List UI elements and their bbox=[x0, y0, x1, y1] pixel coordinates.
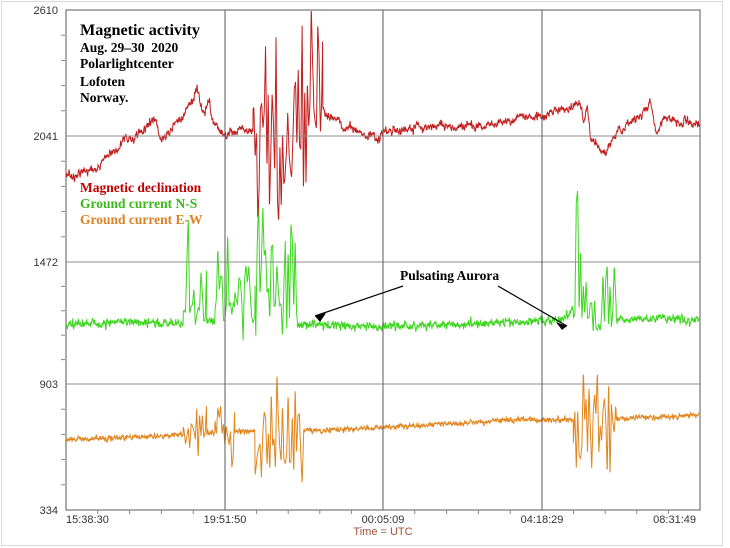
svg-text:19:51:50: 19:51:50 bbox=[204, 514, 247, 526]
svg-text:15:38:30: 15:38:30 bbox=[66, 514, 109, 526]
svg-text:Time = UTC: Time = UTC bbox=[353, 526, 412, 538]
svg-text:Magnetic activity: Magnetic activity bbox=[80, 21, 200, 39]
svg-text:2610: 2610 bbox=[34, 5, 58, 17]
svg-text:00:05:09: 00:05:09 bbox=[362, 514, 405, 526]
svg-text:903: 903 bbox=[40, 379, 58, 391]
svg-text:08:31:49: 08:31:49 bbox=[653, 514, 696, 526]
svg-text:Ground current N-S: Ground current N-S bbox=[80, 196, 197, 211]
svg-text:04:18:29: 04:18:29 bbox=[521, 514, 564, 526]
svg-text:Polarlightcenter: Polarlightcenter bbox=[80, 56, 174, 71]
svg-text:Magnetic declination: Magnetic declination bbox=[80, 180, 202, 195]
svg-text:Pulsating Aurora: Pulsating Aurora bbox=[400, 268, 499, 283]
svg-text:Lofoten: Lofoten bbox=[80, 74, 125, 89]
svg-text:2041: 2041 bbox=[34, 131, 58, 143]
svg-text:1472: 1472 bbox=[34, 257, 58, 269]
svg-text:Ground current E-W: Ground current E-W bbox=[80, 212, 203, 227]
svg-text:Aug. 29–30 2020: Aug. 29–30 2020 bbox=[80, 40, 179, 55]
svg-text:334: 334 bbox=[40, 505, 58, 517]
svg-text:Norway.: Norway. bbox=[80, 90, 128, 105]
